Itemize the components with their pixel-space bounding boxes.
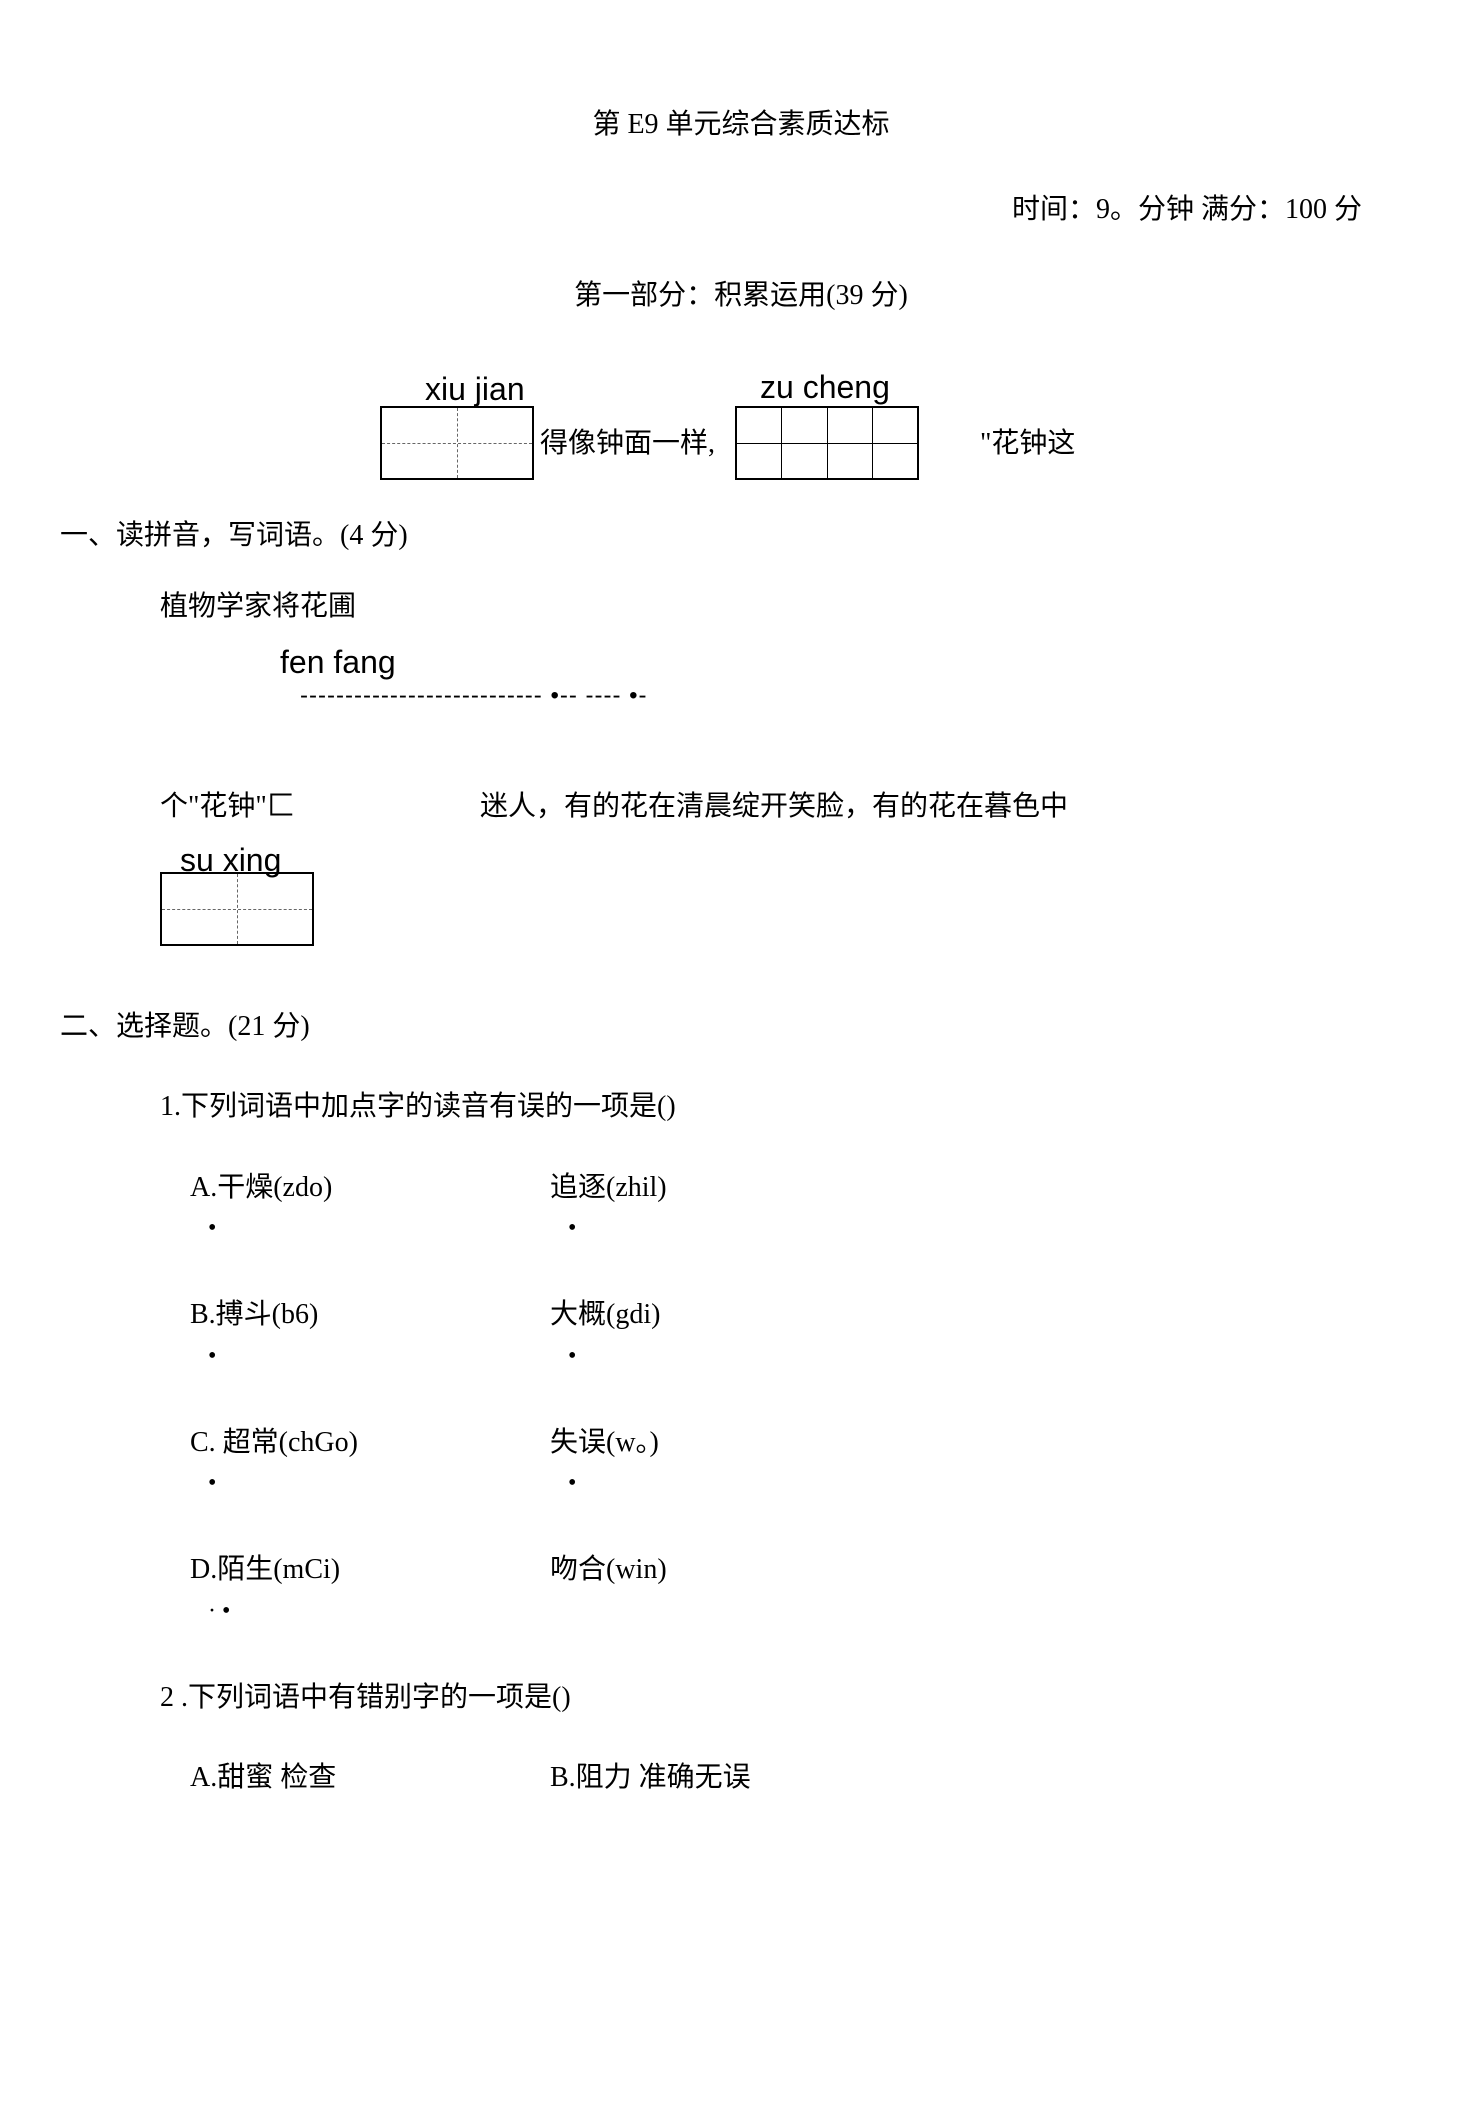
huazhong-right: 迷人，有的花在清晨绽开笑脸，有的花在暮色中 (480, 782, 1068, 832)
q2-sub2-optB: B.阻力 准确无误 (550, 1753, 950, 1803)
optA-left: A.干燥(zdo) (190, 1172, 332, 1203)
optA-right: 追逐(zhil) (550, 1172, 667, 1203)
fenfang-block: fen fang --------------------------- •--… (160, 642, 1422, 752)
q2-heading: 二、选择题。(21 分) (60, 1002, 1422, 1052)
optB-right: 大概(gdi) (550, 1299, 660, 1330)
q1-line1: 植物学家将花圃 (60, 582, 1422, 632)
page-title: 第 E9 单元综合素质达标 (60, 100, 1422, 150)
time-score: 时间：9。分钟 满分：100 分 (60, 185, 1422, 235)
optB-left: B.搏斗(b6) (190, 1299, 318, 1330)
optC-left: C. 超常(chGo) (190, 1427, 358, 1458)
text-huazhong-zhe: "花钟这 (980, 419, 1075, 469)
optC-right: 失误(w。) (550, 1427, 659, 1458)
q2-sub1-optB: B.搏斗(b6) • 大概(gdi) • (190, 1290, 1422, 1378)
q2-sub2-opts-row1: A.甜蜜 检查 B.阻力 准确无误 (190, 1753, 1422, 1803)
q1-heading: 一、读拼音，写词语。(4 分) (60, 511, 1422, 561)
q2-sub1-stem: 1.下列词语中加点字的读音有误的一项是() (160, 1082, 1422, 1132)
huazhong-left: 个"花钟"匚 (160, 782, 295, 832)
optD-right: 吻合(win) (550, 1554, 667, 1585)
pinyin-row-1: xiu jian 得像钟面一样, zu cheng "花钟这 (340, 361, 1422, 491)
optD-left: D.陌生(mCi) (190, 1554, 340, 1585)
suxing-block: su xing (160, 832, 1422, 962)
optA-right-dot: • (568, 1207, 910, 1250)
optA-left-dot: • (208, 1207, 550, 1250)
grid-su-xing[interactable] (160, 872, 314, 946)
exam-page: 第 E9 单元综合素质达标 时间：9。分钟 满分：100 分 第一部分：积累运用… (0, 0, 1482, 2111)
optC-left-dot: • (208, 1462, 550, 1505)
optB-left-dot: • (208, 1335, 550, 1378)
optD-left-dot: · • (208, 1590, 550, 1633)
q2-sub1-optC: C. 超常(chGo) • 失误(w。) • (190, 1418, 1422, 1506)
optB-right-dot: • (568, 1335, 910, 1378)
part1-title: 第一部分：积累运用(39 分) (60, 271, 1422, 321)
optC-right-dot: • (568, 1462, 910, 1505)
q2-sub1-optA: A.干燥(zdo) • 追逐(zhil) • (190, 1163, 1422, 1251)
dash-line: --------------------------- •-- ---- •- (300, 674, 648, 717)
grid-zu-cheng[interactable] (735, 406, 919, 480)
q2-sub2-optA: A.甜蜜 检查 (190, 1753, 550, 1803)
q2-sub1-optD: D.陌生(mCi) · • 吻合(win) (190, 1545, 1422, 1633)
huazhong-row: 个"花钟"匚 迷人，有的花在清晨绽开笑脸，有的花在暮色中 (60, 782, 1422, 832)
grid-xiu-jian[interactable] (380, 406, 534, 480)
q2-sub2-stem: 2 .下列词语中有错别字的一项是() (160, 1673, 1422, 1723)
text-after-grid1: 得像钟面一样, (540, 419, 715, 469)
